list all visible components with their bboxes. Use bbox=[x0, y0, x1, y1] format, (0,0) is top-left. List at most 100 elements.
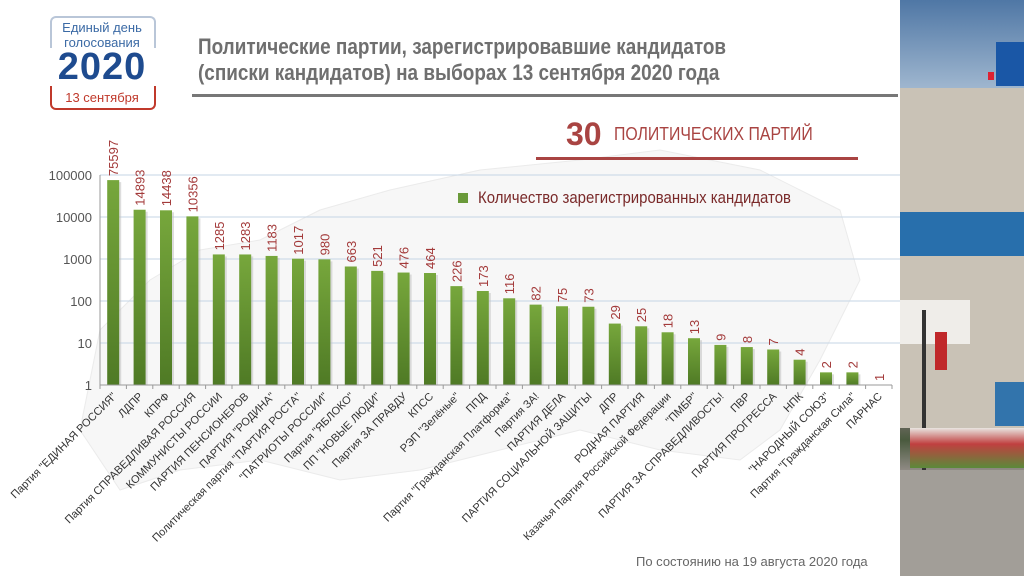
value-label: 1285 bbox=[212, 222, 227, 251]
bar bbox=[556, 306, 568, 385]
bar bbox=[318, 259, 331, 385]
bar bbox=[107, 180, 120, 385]
bar bbox=[714, 344, 727, 385]
value-label: 1 bbox=[872, 374, 887, 381]
bar bbox=[133, 209, 146, 385]
value-label: 1183 bbox=[265, 224, 280, 252]
title-line2: (списки кандидатов) на выборах 13 сентяб… bbox=[198, 60, 720, 85]
gridlines bbox=[100, 174, 900, 344]
logo-frame-top bbox=[50, 16, 156, 62]
value-label: 2 bbox=[845, 361, 860, 368]
logo-date: 13 сентября bbox=[65, 90, 139, 105]
title-line1: Политические партии, зарегистрировавшие … bbox=[198, 34, 727, 59]
bar bbox=[529, 304, 542, 385]
x-tick-label: ЛДПР bbox=[116, 391, 146, 421]
bar bbox=[661, 332, 674, 385]
value-label: 521 bbox=[370, 245, 385, 267]
bar bbox=[212, 254, 225, 385]
photo-blue-block bbox=[995, 382, 1024, 426]
value-label: 75597 bbox=[106, 140, 121, 176]
y-tick-label: 10000 bbox=[56, 210, 92, 225]
bar bbox=[688, 338, 700, 385]
bar bbox=[371, 270, 384, 385]
bar bbox=[239, 254, 252, 385]
value-label: 464 bbox=[423, 247, 438, 269]
value-label: 73 bbox=[581, 288, 596, 302]
photo-lamp-post bbox=[922, 310, 926, 510]
photo-pavement bbox=[900, 470, 1024, 576]
party-count-number: 30 bbox=[566, 116, 602, 152]
value-label: 10356 bbox=[185, 176, 200, 212]
as-of-date-note: По состоянию на 19 августа 2020 года bbox=[636, 554, 868, 569]
bar bbox=[846, 372, 859, 385]
legend-swatch bbox=[458, 193, 468, 203]
bar bbox=[820, 372, 832, 385]
page-title: Политические партии, зарегистрировавшие … bbox=[198, 34, 791, 86]
value-label: 663 bbox=[344, 241, 359, 263]
value-label: 18 bbox=[661, 314, 676, 328]
bar bbox=[397, 272, 410, 385]
bar bbox=[608, 323, 621, 385]
photo-blue-accent bbox=[996, 42, 1024, 86]
bar bbox=[265, 255, 278, 385]
bar bbox=[424, 273, 436, 385]
party-count-text: ПОЛИТИЧЕСКИХ ПАРТИЙ bbox=[614, 124, 813, 144]
y-tick-label: 1 bbox=[85, 378, 92, 393]
y-axis-ticks: 1 10 100 1000 10000 100000 bbox=[49, 168, 92, 393]
value-label: 8 bbox=[740, 336, 755, 343]
title-divider bbox=[192, 94, 898, 97]
bar bbox=[292, 258, 304, 385]
value-label: 1283 bbox=[238, 222, 253, 251]
logo-frame-bottom bbox=[50, 82, 156, 110]
bar bbox=[503, 298, 516, 385]
bar bbox=[793, 359, 806, 385]
value-label: 116 bbox=[502, 274, 517, 295]
value-labels: 75597 14893 14438 10356 1285 1283 1183 1017 980 6… bbox=[106, 140, 887, 381]
bar bbox=[450, 286, 463, 385]
russia-map-background bbox=[79, 149, 861, 491]
y-tick-label: 100000 bbox=[49, 168, 92, 183]
election-day-logo: Единый день голосования 2020 13 сентября bbox=[38, 10, 170, 114]
value-label: 173 bbox=[476, 265, 491, 287]
value-label: 2 bbox=[819, 361, 834, 368]
value-label: 25 bbox=[634, 308, 649, 322]
photo-building bbox=[900, 88, 1024, 428]
value-label: 1017 bbox=[291, 226, 306, 255]
value-label: 9 bbox=[713, 334, 728, 341]
headline-underline bbox=[536, 157, 858, 160]
photo-red-banner bbox=[935, 332, 947, 370]
value-label: 4 bbox=[793, 348, 808, 355]
value-label: 7 bbox=[766, 338, 781, 345]
bar bbox=[186, 216, 199, 385]
logo-year: 2020 bbox=[38, 48, 166, 86]
bar bbox=[160, 210, 172, 385]
bar bbox=[344, 266, 357, 385]
y-tick-label: 10 bbox=[78, 336, 92, 351]
value-label: 14438 bbox=[159, 170, 174, 206]
party-count-headline: 30 ПОЛИТИЧЕСКИХ ПАРТИЙ bbox=[566, 116, 840, 153]
duma-building-photo bbox=[900, 0, 1024, 576]
value-label: 476 bbox=[397, 247, 412, 269]
bar bbox=[635, 326, 648, 385]
bars bbox=[107, 180, 861, 385]
value-label: 29 bbox=[608, 305, 623, 319]
value-label: 980 bbox=[317, 234, 332, 256]
chart-legend: Количество зарегистрированных кандидатов bbox=[458, 188, 834, 208]
photo-blue-band bbox=[900, 212, 1024, 256]
y-tick-label: 100 bbox=[70, 294, 92, 309]
logo-line1: Единый день bbox=[62, 20, 142, 35]
value-label: 13 bbox=[687, 320, 702, 334]
bar bbox=[476, 291, 489, 385]
value-label: 75 bbox=[555, 288, 570, 302]
photo-flowerbed bbox=[910, 428, 1024, 468]
flag-icon bbox=[988, 72, 994, 80]
y-tick-label: 1000 bbox=[63, 252, 92, 267]
bar bbox=[740, 347, 753, 385]
bar bbox=[767, 349, 780, 385]
bar bbox=[582, 306, 595, 385]
legend-label: Количество зарегистрированных кандидатов bbox=[478, 188, 792, 207]
logo-line2: голосования bbox=[64, 35, 140, 50]
value-label: 226 bbox=[449, 260, 464, 282]
value-label: 14893 bbox=[133, 170, 148, 206]
value-label: 82 bbox=[529, 286, 544, 300]
